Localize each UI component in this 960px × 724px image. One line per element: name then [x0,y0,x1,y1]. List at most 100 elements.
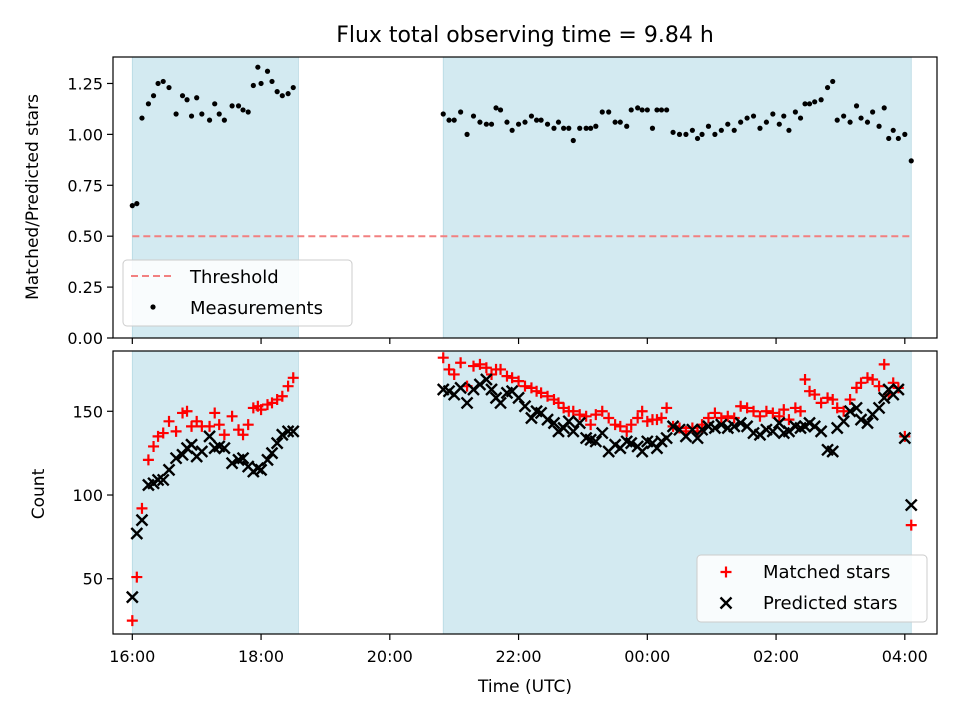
matched-star-marker [596,405,608,417]
measurement-point [188,113,195,119]
matched-star-marker [585,419,597,431]
ratio-panel: Flux total observing time = 9.84 h Match… [23,23,938,348]
matched-star-marker [778,404,790,416]
measurement-point [834,117,840,123]
matched-star-marker [827,394,839,406]
matched-star-marker [722,410,734,422]
matched-star-marker [142,454,154,466]
measurement-point [274,89,280,95]
measurement-point [555,119,562,125]
measurement-point [515,121,522,127]
predicted-star-marker [589,435,603,448]
predicted-star-marker [850,401,863,415]
matched-star-marker [468,360,479,372]
matched-star-marker [552,397,564,409]
matched-star-marker [226,410,238,422]
measurement-point [858,115,864,121]
matched-star-markers [126,352,917,627]
measurement-point [689,127,695,133]
matched-star-marker [148,440,160,452]
matched-star-marker [513,375,525,387]
matched-star-marker [773,410,785,422]
top-y-axis-label: Matched/Predicted stars [23,94,43,300]
predicted-star-marker [480,373,493,386]
measurement-point [763,119,770,125]
predicted-star-marker [485,383,498,396]
measurement-point [588,125,594,131]
measurement-point [699,131,705,137]
measurement-point [624,123,630,129]
matched-star-marker [519,380,531,392]
predicted-star-marker [837,414,851,428]
predicted-star-marker [714,418,728,432]
measurement-point [255,64,261,70]
measurement-point [150,93,157,99]
measurement-point [290,84,296,91]
matched-star-marker [170,425,182,437]
measurement-point [166,84,172,91]
matched-star-marker [655,412,667,424]
measurement-point [199,111,205,117]
measurement-point [847,119,853,125]
predicted-star-marker [854,413,868,427]
predicted-star-marker [130,527,144,540]
matched-star-marker [204,420,216,432]
matched-star-marker [838,405,850,417]
measurement-points [129,64,914,209]
measurement-point [599,109,605,115]
matched-star-marker [255,404,267,416]
measurement-point [269,78,275,85]
measurement-point [639,107,645,113]
matched-star-marker [218,429,230,441]
measurement-point [902,131,908,137]
matched-star-marker [580,410,592,422]
measurement-point [464,131,470,137]
top-y-ticks: 0.00 0.25 0.50 0.75 1.00 1.25 [67,74,113,348]
predicted-star-marker [454,381,467,395]
y-tick-label: 50 [83,570,103,589]
matched-star-marker [905,519,917,531]
measurement-point [694,135,701,142]
predicted-star-marker [892,383,905,396]
predicted-star-marker [185,438,198,452]
measurement-point [781,113,787,119]
matched-star-marker [799,373,811,385]
measurement-point [483,121,489,127]
measurement-point [824,84,831,91]
predicted-star-marker [826,445,840,458]
predicted-star-marker [566,425,580,438]
measurement-point [841,113,847,119]
measurement-point [139,115,145,121]
matched-star-marker [878,358,890,370]
measurement-point [853,103,860,109]
measurement-point [206,117,213,123]
measurement-point [440,111,446,117]
measurement-point [731,127,737,133]
measurement-point [890,127,896,133]
predicted-star-marker [512,391,525,405]
measurement-point [593,123,599,129]
predicted-star-marker [169,451,183,465]
bottom-y-ticks: 50 100 150 [72,402,113,589]
matched-star-marker [455,357,467,369]
predicted-star-markers [125,373,918,604]
shaded-interval [131,350,299,635]
matched-star-marker [542,390,554,402]
predicted-star-marker [203,430,216,443]
measurement-point [676,131,683,137]
x-tick-label: 22:00 [496,647,542,666]
x-tick-label: 18:00 [238,647,284,666]
predicted-star-marker [562,414,576,428]
matched-star-marker [844,394,856,406]
predicted-star-marker [156,473,170,487]
predicted-star-marker [861,416,874,430]
measurement-point [173,111,179,117]
measurement-point [544,121,551,127]
measurement-point [876,123,882,129]
x-tick-label: 20:00 [367,647,413,666]
matched-star-marker [621,425,633,437]
predicted-star-marker [494,396,507,410]
legend-matched-label: Matched stars [763,562,890,583]
measurement-point [285,91,291,97]
matched-star-marker [603,412,615,424]
